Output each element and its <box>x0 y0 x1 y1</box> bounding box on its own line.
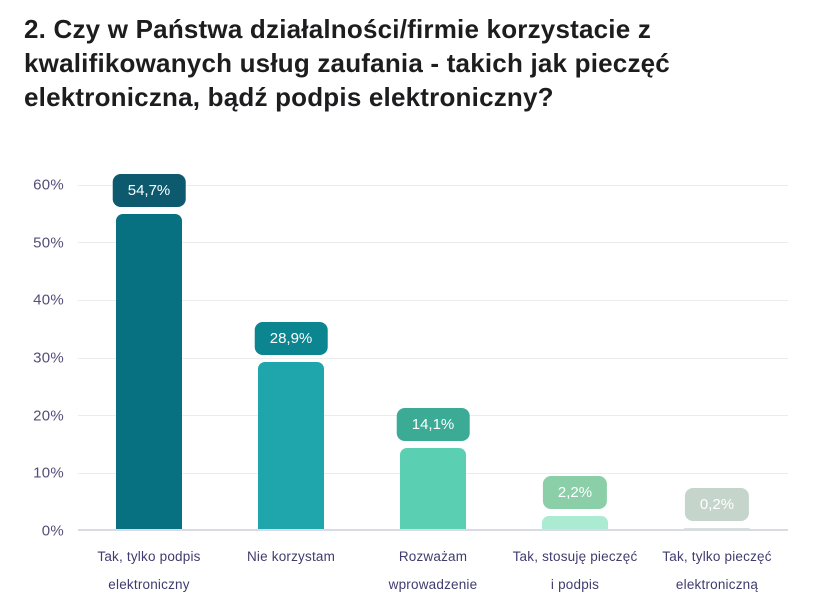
gridline <box>78 184 788 186</box>
bar-5 <box>684 528 750 529</box>
value-badge-3: 14,1% <box>396 408 470 441</box>
x-category-line: elektroniczną <box>675 577 759 592</box>
gridline <box>78 357 788 359</box>
bar-slot: 14,1% <box>362 185 504 529</box>
y-tick-label: 0% <box>41 522 64 540</box>
bar-slot: 28,9% <box>220 185 362 529</box>
x-category-label-5: Tak, tylko pieczęć elektroniczną <box>646 543 788 596</box>
x-category-label-3: Rozważam wprowadzenie <box>362 543 504 596</box>
y-tick-label: 20% <box>33 407 64 425</box>
bar-3 <box>400 448 466 529</box>
bar-4 <box>542 516 608 529</box>
gridline <box>78 299 788 301</box>
value-badge-5: 0,2% <box>684 488 750 521</box>
x-category-line: Tak, stosuję pieczęć <box>512 549 638 564</box>
value-badge-1: 54,7% <box>112 174 186 207</box>
x-category-line: Tak, tylko pieczęć <box>662 549 772 564</box>
x-category-line: wprowadzenie <box>388 577 478 592</box>
y-tick-label: 10% <box>33 464 64 482</box>
value-badge-2: 28,9% <box>254 322 328 355</box>
bar-1 <box>116 214 182 529</box>
y-tick-label: 40% <box>33 291 64 309</box>
page-title: 2. Czy w Państwa działalności/firmie kor… <box>24 14 670 112</box>
bar-slot: 2,2% <box>504 185 646 529</box>
x-category-line: i podpis <box>550 577 600 592</box>
x-category-label-4: Tak, stosuję pieczęć i podpis <box>504 543 646 596</box>
x-category-line: Rozważam <box>398 549 468 564</box>
x-category-line: Nie korzystam <box>246 549 336 564</box>
bar-slot: 0,2% <box>646 185 788 529</box>
gridline <box>78 242 788 244</box>
y-tick-label: 60% <box>33 176 64 194</box>
x-category-line: elektroniczny <box>108 577 190 592</box>
plot-area: 54,7% 28,9% 14,1% 2,2% 0,2% <box>78 174 788 531</box>
bar-chart: 0% 10% 20% 30% 40% 50% 60% 54,7% 28,9% 14,1% 2,2%… <box>0 160 816 596</box>
x-category-line: Tak, tylko podpis <box>97 549 201 564</box>
y-axis-labels: 0% 10% 20% 30% 40% 50% 60% <box>0 177 70 540</box>
bar-2 <box>258 362 324 529</box>
x-axis-labels: Tak, tylko podpis elektroniczny Nie korzys… <box>78 543 788 596</box>
y-tick-label: 50% <box>33 234 64 252</box>
value-badge-4: 2,2% <box>542 476 608 509</box>
bar-slot: 54,7% <box>78 174 220 529</box>
x-category-label-1: Tak, tylko podpis elektroniczny <box>78 543 220 596</box>
y-tick-label: 30% <box>33 349 64 367</box>
x-category-label-2: Nie korzystam <box>220 543 362 596</box>
